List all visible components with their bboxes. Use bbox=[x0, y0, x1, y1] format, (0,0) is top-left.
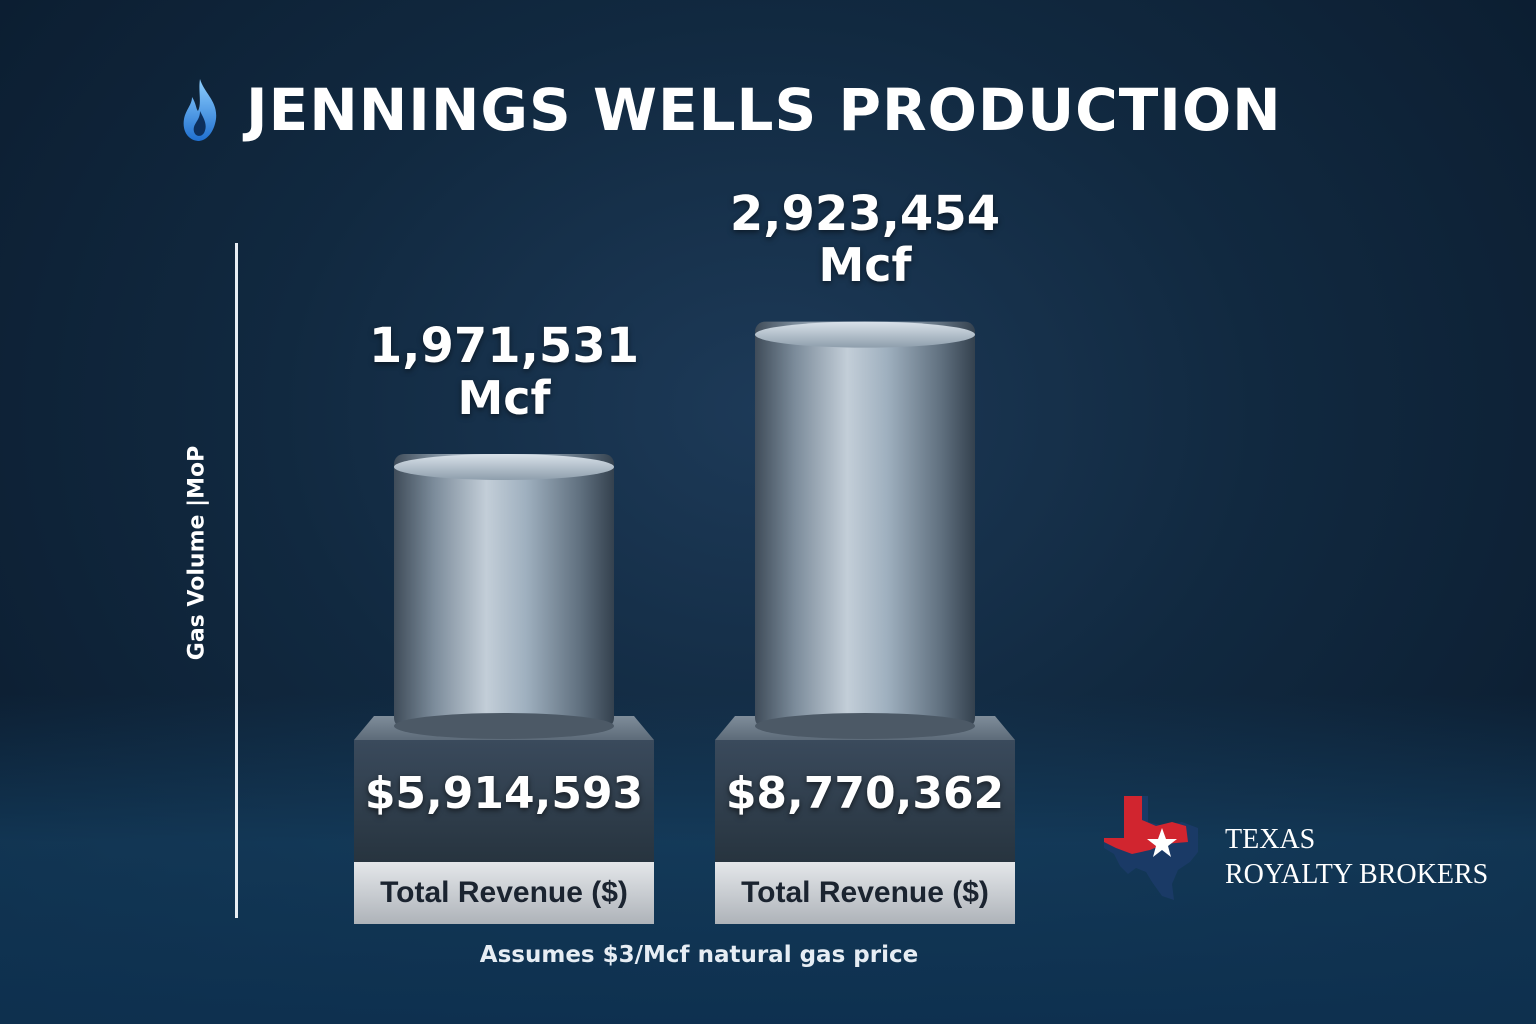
footnote: Assumes $3/Mcf natural gas price bbox=[479, 942, 919, 968]
bar-cylinder-2 bbox=[755, 321, 975, 728]
pedestal-caption-band-2 bbox=[715, 862, 1015, 924]
chart-title: JENNINGS WELLS PRODUCTION bbox=[246, 76, 1282, 144]
y-axis-line bbox=[235, 243, 238, 918]
logo-line-2: ROYALTY BROKERS bbox=[1225, 859, 1489, 890]
data-label-value: 1,971,531 bbox=[368, 317, 640, 374]
bars-layer bbox=[354, 321, 1015, 924]
chart-title-group: JENNINGS WELLS PRODUCTION bbox=[180, 70, 1282, 150]
flame-icon bbox=[183, 79, 217, 141]
data-label-unit: Mcf bbox=[457, 370, 551, 425]
bar-base-1 bbox=[394, 713, 614, 739]
data-label-2: 2,923,454 Mcf bbox=[729, 185, 1001, 293]
pedestal-face-2 bbox=[715, 740, 1015, 862]
data-label-value: 2,923,454 bbox=[729, 185, 1001, 242]
revenue-caption-1: Total Revenue ($) bbox=[380, 876, 628, 909]
bar-cap-1 bbox=[394, 453, 614, 480]
bar-base-2 bbox=[755, 713, 975, 739]
bar-cap-2 bbox=[755, 321, 975, 348]
data-label-1: 1,971,531 Mcf bbox=[369, 320, 639, 423]
revenue-caption-2: Total Revenue ($) bbox=[741, 876, 989, 909]
revenue-value-2: $8,770,362 bbox=[725, 768, 1005, 819]
bar-cylinder-1 bbox=[394, 453, 614, 728]
brand-logo: TEXAS ROYALTY BROKERS bbox=[1102, 792, 1522, 912]
logo-line-1: TEXAS bbox=[1225, 824, 1316, 855]
revenue-value-1: $5,914,593 bbox=[364, 768, 644, 819]
texas-star-icon bbox=[1104, 796, 1198, 900]
data-label-unit: Mcf bbox=[818, 238, 912, 293]
pedestal-caption-band-1 bbox=[354, 862, 654, 924]
pedestal-face-1 bbox=[354, 740, 654, 862]
